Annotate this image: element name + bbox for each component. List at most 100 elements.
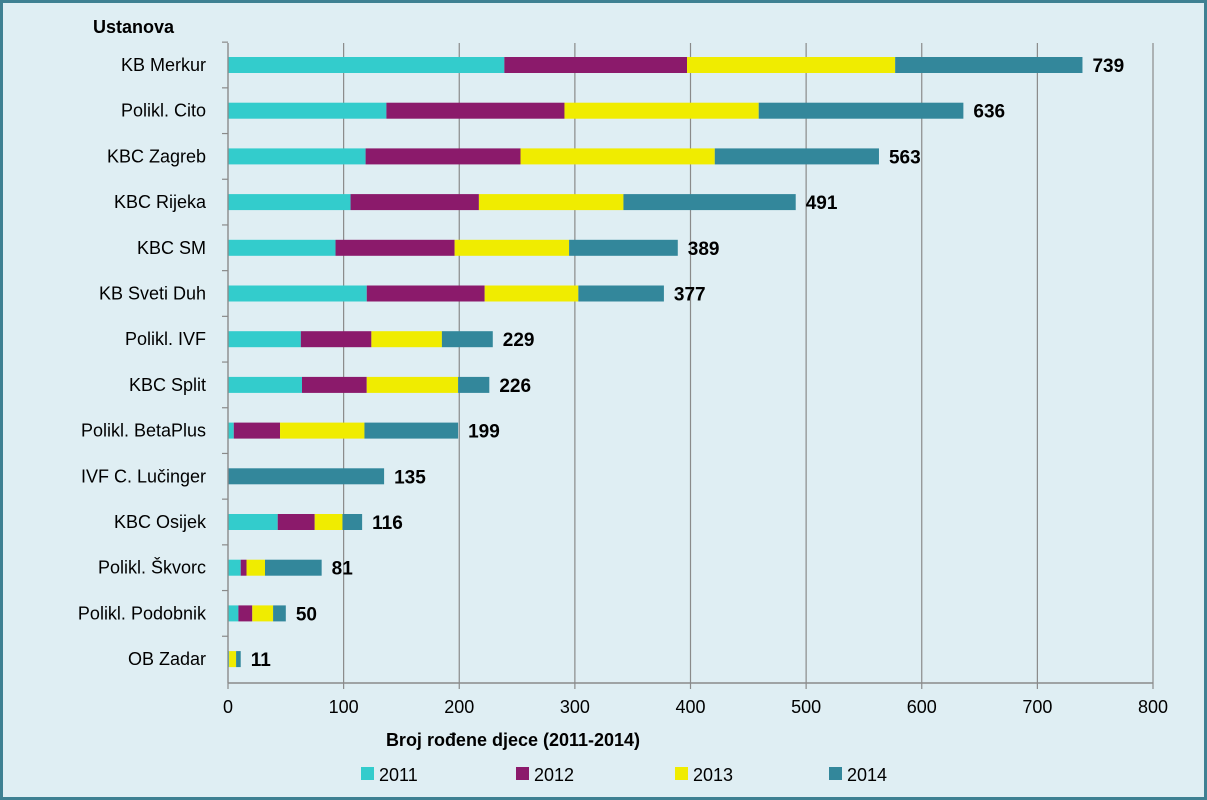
bar-segment-2013 (252, 605, 274, 622)
bar-segment-2012 (238, 605, 253, 622)
total-label: 377 (674, 285, 706, 306)
bar-segment-2012 (277, 514, 315, 530)
total-label: 116 (372, 513, 403, 534)
legend-swatch (675, 767, 688, 780)
legend-item-2011: 2011 (361, 765, 418, 785)
category-label: KBC SM (137, 238, 206, 258)
bar-segment-2013 (314, 514, 343, 530)
total-label: 389 (688, 239, 720, 260)
bar-segment-2011 (228, 57, 505, 73)
bar-segment-2011 (228, 148, 366, 165)
bar-segment-2012 (302, 376, 367, 393)
bar-segment-2013 (454, 239, 570, 256)
legend-swatch (829, 767, 842, 780)
total-label: 50 (296, 604, 317, 625)
category-label: Polikl. Škvorc (98, 557, 206, 578)
bar-total-labels: 739 636 563 491 389 377 229 226 199 135 116 81 50 11 (251, 56, 1124, 671)
category-label: Polikl. IVF (125, 329, 206, 349)
bar-segment-2014 (623, 194, 796, 211)
legend: 2011 2012 2013 2014 (361, 765, 887, 785)
bar-segment-2013 (229, 651, 237, 668)
gridlines (343, 43, 1154, 683)
category-label: KB Sveti Duh (99, 284, 206, 304)
x-tick-label: 500 (791, 697, 821, 717)
y-axis-tick-labels: KB Merkur Polikl. Cito KBC Zagreb KBC Rijek… (78, 55, 207, 669)
total-label: 563 (889, 147, 921, 168)
bar-segment-2014 (895, 57, 1083, 73)
total-label: 81 (332, 559, 354, 580)
bar-segment-2014 (265, 559, 322, 576)
bar-segment-2014 (758, 102, 964, 119)
category-label: KBC Osijek (114, 512, 207, 532)
bar-segment-2014 (714, 148, 879, 165)
bar-segment-2014 (364, 422, 459, 439)
bar-segment-2011 (228, 559, 241, 576)
x-tick-label: 200 (444, 697, 474, 717)
bar-segment-2011 (228, 376, 302, 393)
category-label: KB Merkur (121, 55, 206, 75)
bar-segment-2012 (365, 148, 521, 165)
category-label: KBC Zagreb (107, 146, 206, 166)
bar-segment-2014 (342, 514, 363, 530)
bar-segment-2014 (578, 285, 664, 302)
legend-swatch (361, 767, 374, 780)
bar-segment-2012 (504, 57, 688, 73)
axes (222, 41, 1154, 689)
bar-segment-2013 (371, 331, 442, 348)
bar-segment-2012 (233, 422, 281, 439)
bar-segment-2011 (228, 422, 234, 439)
x-tick-label: 600 (907, 697, 937, 717)
legend-item-2012: 2012 (516, 765, 574, 785)
bar-segment-2011 (228, 514, 278, 530)
bar-segment-2013 (246, 559, 265, 576)
total-label: 739 (1092, 56, 1124, 77)
bar-segment-2013 (280, 422, 365, 439)
bar-segment-2011 (228, 102, 387, 119)
bar-segment-2012 (366, 285, 485, 302)
bar-segment-2012 (350, 194, 479, 211)
bar-segment-2011 (228, 605, 239, 622)
legend-label: 2011 (379, 765, 418, 785)
legend-label: 2014 (847, 765, 887, 785)
legend-swatch (516, 767, 529, 780)
category-label: OB Zadar (128, 649, 206, 669)
legend-label: 2013 (693, 765, 733, 785)
bar-segment-2013 (564, 102, 759, 119)
total-label: 135 (394, 467, 426, 488)
category-label: KBC Rijeka (114, 192, 207, 212)
bar-segment-2011 (228, 194, 351, 211)
bar-segment-2011 (228, 285, 367, 302)
bar-segment-2013 (484, 285, 579, 302)
category-label: Polikl. Cito (121, 101, 206, 121)
bar-segment-2014 (273, 605, 286, 622)
y-axis-title: Ustanova (93, 17, 175, 37)
bar-segment-2013 (478, 194, 624, 211)
legend-item-2014: 2014 (829, 765, 887, 785)
x-tick-label: 0 (223, 697, 233, 717)
x-axis-title: Broj rođene djece (2011-2014) (386, 730, 640, 750)
bar-segment-2014 (236, 651, 241, 668)
bar-segment-2012 (335, 239, 455, 256)
x-tick-label: 800 (1138, 697, 1168, 717)
x-tick-label: 700 (1022, 697, 1052, 717)
category-label: Polikl. Podobnik (78, 603, 207, 623)
x-tick-label: 100 (329, 697, 359, 717)
bar-segment-2014 (569, 239, 678, 256)
total-label: 636 (973, 102, 1005, 123)
legend-label: 2012 (534, 765, 574, 785)
bar-segment-2012 (240, 559, 247, 576)
total-label: 199 (468, 422, 500, 443)
x-tick-label: 300 (560, 697, 590, 717)
bar-segment-2011 (228, 239, 336, 256)
total-label: 229 (503, 330, 535, 351)
x-tick-label: 400 (675, 697, 705, 717)
bar-segment-2013 (366, 376, 459, 393)
bar-segment-2012 (300, 331, 372, 348)
bar-segment-2013 (687, 57, 896, 73)
bar-segment-2014 (441, 331, 493, 348)
bar-series (228, 57, 1083, 668)
bar-segment-2013 (520, 148, 715, 165)
bar-segment-2014 (458, 376, 490, 393)
category-label: Polikl. BetaPlus (81, 421, 206, 441)
